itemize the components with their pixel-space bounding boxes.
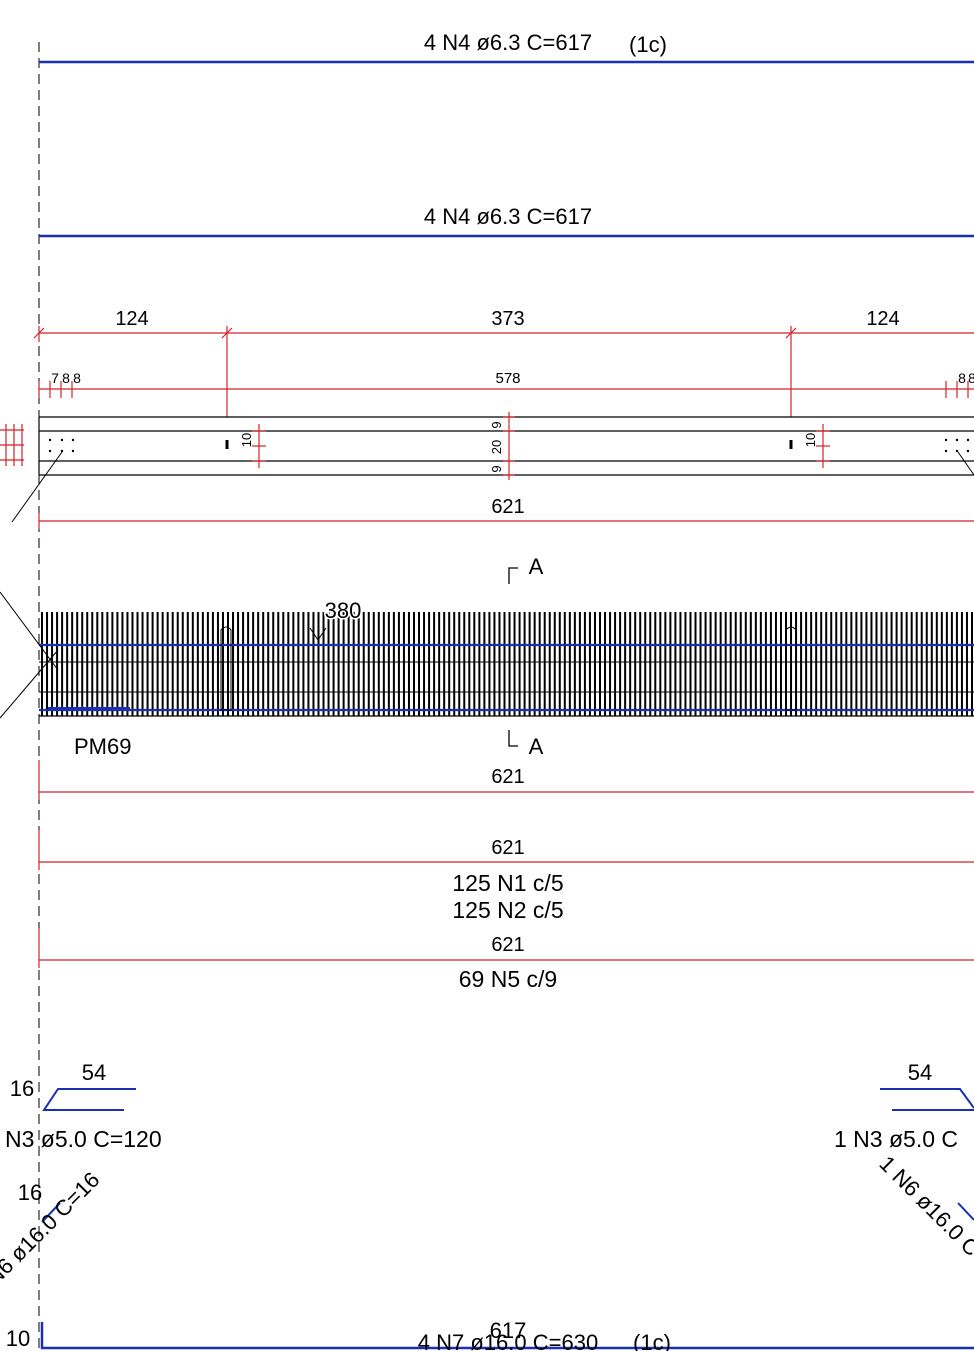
hook-n6-left (41, 1202, 61, 1223)
n3-left: N3 ø5.0 C=120 (5, 1126, 162, 1152)
n6-left: 1 N6 ø16.0 C=16 (0, 1167, 104, 1304)
bottom-bar-label: 4 N7 ø16.0 C=630 (418, 1330, 598, 1351)
stirrups-n2: 125 N2 c/5 (452, 897, 563, 923)
hook-n3-right (880, 1088, 974, 1111)
dim-7: 7 (51, 370, 59, 386)
stirrups-n5: 69 N5 c/9 (459, 966, 557, 992)
dim-380-arrow (309, 627, 327, 641)
section-a-top: A (529, 554, 544, 579)
dim-8a: 8 (62, 370, 70, 386)
dim-621-a: 621 (491, 496, 524, 518)
top-bar-1-label: 4 N4 ø6.3 C=617 (424, 30, 592, 55)
beam-name: PM69 (74, 734, 131, 759)
dim-9-bottom: 9 (489, 465, 504, 472)
bar-dots-left (48, 438, 75, 453)
dim-373: 373 (491, 308, 524, 330)
dimension-vertical-left (252, 424, 266, 468)
dim-621-d: 621 (491, 934, 524, 956)
dim-8b: 8 (73, 370, 81, 386)
hook-54-right: 54 (908, 1060, 932, 1085)
bottom-bar-n7 (40, 1322, 974, 1350)
hook-16-left: 16 (10, 1076, 34, 1101)
dimension-vertical-center (503, 412, 515, 480)
dim-10-right: 10 (803, 433, 818, 447)
hook-n6-right (957, 1202, 974, 1221)
top-bar-1-suffix: (1c) (629, 32, 667, 57)
dim-124-right: 124 (866, 308, 899, 330)
section-a-bottom: A (529, 734, 544, 759)
dimension-row-578 (38, 381, 974, 398)
hook-54-left: 54 (82, 1060, 106, 1085)
bottom-bar-suffix: (1c) (633, 1330, 671, 1351)
hook-16b-left: 16 (18, 1180, 42, 1205)
dim-621-c: 621 (491, 837, 524, 859)
dim-9-top: 9 (489, 421, 504, 428)
bar-dots-right (944, 438, 970, 453)
stirrups-n1: 125 N1 c/5 (452, 870, 563, 896)
dimension-vertical-right (816, 424, 830, 468)
stirrup-elevation (41, 612, 973, 716)
dim-380: 380 (325, 598, 362, 623)
dim-578: 578 (495, 370, 520, 387)
hook-n3-left (42, 1088, 136, 1111)
hook-10: 10 (6, 1326, 30, 1351)
dim-617: 617 (490, 1318, 527, 1343)
dim-8-right-b: 8 (968, 370, 974, 386)
section-a-top-marker (508, 567, 518, 584)
left-edge-ticks (0, 424, 24, 466)
dim-124-left: 124 (115, 308, 148, 330)
top-bar-2-label: 4 N4 ø6.3 C=617 (424, 204, 592, 229)
dimension-row-segments (33, 326, 974, 417)
stirrup-frame (0, 591, 974, 719)
dim-8-right: 8 (958, 370, 966, 386)
dim-20: 20 (489, 440, 504, 454)
n6-right: 1 N6 ø16.0 C (874, 1151, 974, 1261)
dim-10-left: 10 (239, 433, 254, 447)
n3-right: 1 N3 ø5.0 C (834, 1126, 958, 1152)
dim-621-b: 621 (491, 766, 524, 788)
section-a-bottom-marker (508, 730, 518, 747)
